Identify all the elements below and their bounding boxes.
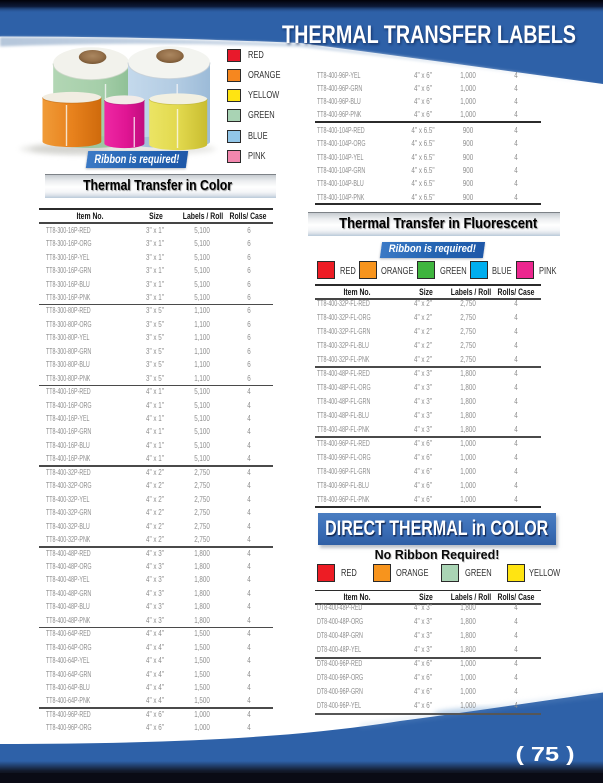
svg-text:( 75 ): ( 75 ) bbox=[516, 743, 575, 766]
svg-text:THERMAL TRANSFER LABELS: THERMAL TRANSFER LABELS bbox=[283, 23, 577, 51]
svg-text:THERMAL TRANSFER LABELS: THERMAL TRANSFER LABELS bbox=[282, 21, 576, 49]
